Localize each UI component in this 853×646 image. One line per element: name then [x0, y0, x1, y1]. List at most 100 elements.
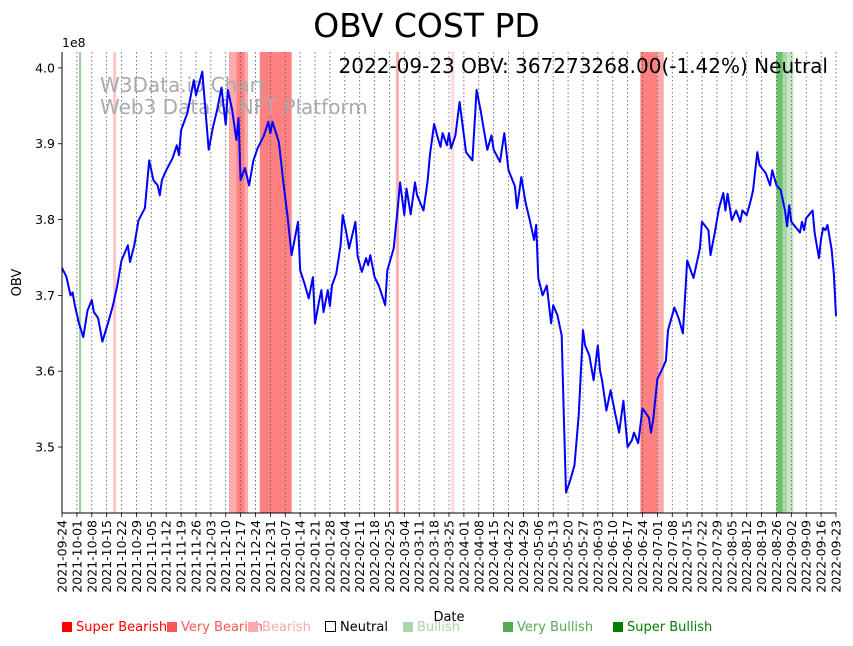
legend-swatch	[403, 622, 413, 632]
signal-region-bearish	[657, 52, 664, 513]
x-tick-label: 2022-02-25	[382, 520, 397, 593]
legend-swatch	[62, 622, 72, 632]
watermark-line-2: Web3 Data & NFT Platform	[100, 95, 368, 119]
x-tick-label: 2022-07-01	[650, 520, 665, 593]
y-axis-label: OBV	[10, 269, 25, 297]
x-tick-label: 2021-09-24	[55, 520, 70, 593]
x-tick-label: 2021-12-03	[203, 520, 218, 593]
legend-item-neutral: Neutral	[325, 620, 388, 635]
signal-region-very-bearish	[640, 52, 658, 513]
signal-region-bearish	[244, 52, 249, 513]
signal-region-bullish	[782, 52, 788, 513]
x-tick-label: 2022-07-29	[709, 520, 724, 593]
chart-title: OBV COST PD	[313, 6, 540, 45]
legend-label: Bearish	[262, 620, 311, 635]
signal-region-bearish	[113, 52, 117, 513]
x-tick-label: 2022-05-06	[531, 520, 546, 593]
x-tick-label: 2021-11-12	[159, 520, 174, 593]
x-tick-label: 2021-10-29	[129, 520, 144, 593]
legend-swatch	[613, 622, 623, 632]
legend-item-very-bullish: Very Bullish	[503, 620, 593, 635]
x-tick-label: 2022-01-21	[308, 520, 323, 593]
x-tick-label: 2022-04-22	[501, 520, 516, 593]
latest-value-annotation: 2022-09-23 OBV: 367273268.00(-1.42%) Neu…	[339, 54, 828, 78]
legend-swatch	[167, 622, 177, 632]
signal-region-bearish	[228, 52, 237, 513]
x-tick-label: 2022-05-20	[561, 520, 576, 593]
x-tick-label: 2022-02-11	[352, 520, 367, 593]
signal-region-very-bullish	[776, 52, 783, 513]
x-tick-label: 2021-11-19	[174, 520, 189, 593]
y-tick-label: 4.0	[35, 60, 55, 75]
signal-region-bullish	[787, 52, 794, 513]
legend-label: Super Bearish	[76, 620, 168, 635]
x-tick-label: 2021-12-24	[248, 520, 263, 593]
y-tick-label: 3.9	[35, 136, 55, 151]
x-tick-label: 2022-09-16	[814, 520, 829, 593]
x-tick-label: 2022-09-23	[829, 520, 844, 593]
x-tick-label: 2022-04-15	[486, 520, 501, 593]
x-tick-label: 2022-01-14	[293, 520, 308, 593]
y-tick-label: 3.6	[35, 364, 55, 379]
signal-region-very-bearish	[259, 52, 292, 513]
x-tick-label: 2022-06-03	[590, 520, 605, 593]
x-tick-label: 2022-05-27	[575, 520, 590, 593]
legend-label: Very Bearish	[181, 620, 263, 635]
x-tick-label: 2022-03-25	[442, 520, 457, 593]
x-tick-label: 2022-08-26	[769, 520, 784, 593]
x-tick-label: 2022-08-12	[739, 520, 754, 593]
legend-item-bearish: Bearish	[248, 620, 311, 635]
x-tick-label: 2022-04-01	[456, 520, 471, 593]
x-tick-label: 2021-11-05	[144, 520, 159, 593]
legend-item-very-bearish: Very Bearish	[167, 620, 263, 635]
x-tick-label: 2022-02-04	[337, 520, 352, 593]
legend-label: Neutral	[340, 620, 388, 635]
x-tick-label: 2021-10-08	[84, 520, 99, 593]
legend-label: Very Bullish	[517, 620, 594, 635]
x-tick-label: 2022-08-19	[754, 520, 769, 593]
legend-item-super-bearish: Super Bearish	[62, 620, 167, 635]
legend-label: Super Bullish	[627, 620, 713, 635]
x-tick-label: 2021-10-22	[114, 520, 129, 593]
y-scale-label: 1e8	[62, 35, 86, 50]
legend-swatch	[325, 621, 336, 632]
legend-label: Bullish	[417, 620, 461, 635]
signal-region-bearish	[395, 52, 400, 513]
signal-region-very-bearish	[236, 52, 245, 513]
x-tick-label: 2022-02-18	[367, 520, 382, 593]
obv-series-line	[61, 70, 837, 494]
x-tick-label: 2021-11-26	[188, 520, 203, 593]
watermark-line-1: W3Data.io Chart	[100, 73, 266, 97]
x-axis-label: Date	[433, 610, 464, 625]
x-tick-label: 2022-05-13	[546, 520, 561, 593]
signal-region-bearish	[451, 52, 455, 513]
x-tick-label: 2022-01-28	[322, 520, 337, 593]
x-tick-label: 2021-10-01	[69, 520, 84, 593]
x-tick-label: 2022-06-17	[620, 520, 635, 593]
x-tick-label: 2022-01-07	[278, 520, 293, 593]
y-tick-label: 3.7	[35, 288, 55, 303]
legend-swatch	[503, 622, 513, 632]
legend-item-super-bullish: Super Bullish	[613, 620, 712, 635]
legend-swatch	[248, 622, 258, 632]
signal-region-bullish	[79, 52, 82, 513]
x-tick-label: 2022-07-22	[695, 520, 710, 593]
x-tick-label: 2022-07-08	[665, 520, 680, 593]
y-tick-label: 3.8	[35, 212, 55, 227]
x-tick-label: 2021-10-15	[99, 520, 114, 593]
x-tick-label: 2022-09-02	[784, 520, 799, 593]
x-tick-label: 2022-04-29	[516, 520, 531, 593]
y-tick-label: 3.5	[35, 440, 55, 455]
legend-item-bullish: Bullish	[403, 620, 460, 635]
x-tick-label: 2022-03-11	[412, 520, 427, 593]
x-tick-label: 2022-06-24	[635, 520, 650, 593]
x-tick-label: 2022-07-15	[680, 520, 695, 593]
x-tick-label: 2022-06-10	[605, 520, 620, 593]
x-tick-label: 2022-09-09	[799, 520, 814, 593]
x-tick-label: 2021-12-10	[218, 520, 233, 593]
x-tick-label: 2022-03-18	[427, 520, 442, 593]
x-tick-label: 2022-03-04	[397, 520, 412, 593]
x-tick-label: 2022-04-08	[471, 520, 486, 593]
x-tick-label: 2021-12-31	[263, 520, 278, 593]
